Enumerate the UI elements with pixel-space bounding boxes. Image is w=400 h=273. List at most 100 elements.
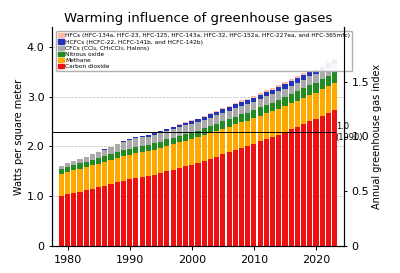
Bar bbox=[332, 72, 337, 83]
Bar bbox=[152, 175, 157, 246]
Bar bbox=[314, 83, 318, 93]
Bar bbox=[307, 95, 312, 121]
Bar bbox=[208, 133, 213, 159]
Bar bbox=[289, 81, 294, 86]
Bar bbox=[289, 94, 294, 103]
Bar bbox=[133, 138, 138, 147]
Bar bbox=[220, 154, 225, 246]
Bar bbox=[127, 141, 132, 149]
Bar bbox=[146, 176, 151, 246]
Bar bbox=[332, 64, 337, 72]
Bar bbox=[177, 127, 182, 136]
Bar bbox=[295, 78, 300, 83]
Bar bbox=[251, 144, 256, 246]
Bar bbox=[146, 146, 151, 152]
Bar bbox=[183, 134, 188, 141]
Bar bbox=[177, 143, 182, 168]
Bar bbox=[314, 67, 318, 70]
Bar bbox=[78, 163, 82, 169]
Bar bbox=[258, 93, 263, 95]
Bar bbox=[84, 190, 89, 246]
Bar bbox=[282, 89, 288, 97]
Bar bbox=[270, 94, 275, 103]
Bar bbox=[171, 129, 176, 138]
Bar bbox=[332, 83, 337, 110]
Bar bbox=[164, 129, 170, 130]
Bar bbox=[282, 97, 288, 106]
Bar bbox=[202, 120, 207, 128]
Bar bbox=[78, 192, 82, 246]
Bar bbox=[158, 149, 163, 173]
Bar bbox=[189, 120, 194, 121]
Bar bbox=[220, 113, 225, 121]
Bar bbox=[320, 116, 325, 246]
Bar bbox=[90, 154, 95, 160]
Y-axis label: Annual greenhouse gas index: Annual greenhouse gas index bbox=[372, 64, 382, 209]
Bar bbox=[84, 162, 89, 167]
Bar bbox=[84, 167, 89, 190]
Bar bbox=[202, 161, 207, 246]
Bar bbox=[140, 146, 145, 152]
Bar bbox=[208, 118, 213, 126]
Bar bbox=[177, 168, 182, 246]
Bar bbox=[152, 143, 157, 150]
Bar bbox=[164, 140, 170, 146]
Bar bbox=[71, 165, 76, 170]
Bar bbox=[183, 123, 188, 125]
Text: 1.0
(1990): 1.0 (1990) bbox=[336, 122, 363, 142]
Bar bbox=[96, 152, 101, 158]
Bar bbox=[276, 109, 281, 135]
Bar bbox=[295, 101, 300, 127]
Bar bbox=[65, 167, 70, 172]
Bar bbox=[307, 72, 312, 76]
Bar bbox=[146, 135, 151, 136]
Bar bbox=[208, 114, 213, 118]
Bar bbox=[96, 164, 101, 187]
Bar bbox=[196, 130, 200, 138]
Bar bbox=[295, 83, 300, 91]
Bar bbox=[202, 128, 207, 135]
Bar bbox=[233, 117, 238, 124]
Bar bbox=[307, 85, 312, 95]
Bar bbox=[239, 114, 244, 122]
Bar bbox=[320, 64, 325, 67]
Bar bbox=[171, 138, 176, 144]
Bar bbox=[102, 156, 107, 162]
Bar bbox=[152, 150, 157, 175]
Bar bbox=[239, 102, 244, 106]
Bar bbox=[301, 88, 306, 98]
Bar bbox=[258, 116, 263, 141]
Bar bbox=[196, 138, 200, 163]
Bar bbox=[102, 186, 107, 246]
Bar bbox=[115, 182, 120, 246]
Bar bbox=[251, 96, 256, 98]
Bar bbox=[245, 104, 250, 113]
Bar bbox=[59, 195, 64, 246]
Bar bbox=[226, 127, 232, 152]
Bar bbox=[245, 99, 250, 100]
Bar bbox=[202, 117, 207, 120]
Bar bbox=[251, 110, 256, 118]
Bar bbox=[164, 130, 170, 140]
Bar bbox=[189, 121, 194, 124]
Bar bbox=[276, 85, 281, 87]
Bar bbox=[289, 79, 294, 81]
Bar bbox=[121, 150, 126, 156]
Bar bbox=[320, 79, 325, 89]
Bar bbox=[332, 110, 337, 246]
Bar bbox=[276, 91, 281, 100]
Bar bbox=[152, 133, 157, 135]
Bar bbox=[108, 147, 114, 154]
Bar bbox=[127, 179, 132, 246]
Bar bbox=[326, 61, 331, 63]
Bar bbox=[208, 126, 213, 133]
Bar bbox=[264, 139, 269, 246]
Bar bbox=[65, 172, 70, 194]
Bar bbox=[115, 144, 120, 152]
Bar bbox=[320, 67, 325, 71]
Bar bbox=[220, 129, 225, 154]
Bar bbox=[295, 76, 300, 78]
Bar bbox=[251, 98, 256, 102]
Bar bbox=[146, 152, 151, 176]
Bar bbox=[239, 100, 244, 102]
